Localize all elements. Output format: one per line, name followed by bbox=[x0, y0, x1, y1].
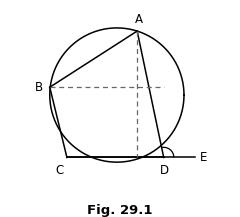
Text: Fig. 29.1: Fig. 29.1 bbox=[87, 204, 153, 217]
Text: B: B bbox=[35, 81, 43, 94]
Text: C: C bbox=[55, 164, 64, 177]
Text: D: D bbox=[160, 164, 169, 177]
Text: E: E bbox=[200, 151, 207, 164]
Text: A: A bbox=[135, 13, 143, 26]
